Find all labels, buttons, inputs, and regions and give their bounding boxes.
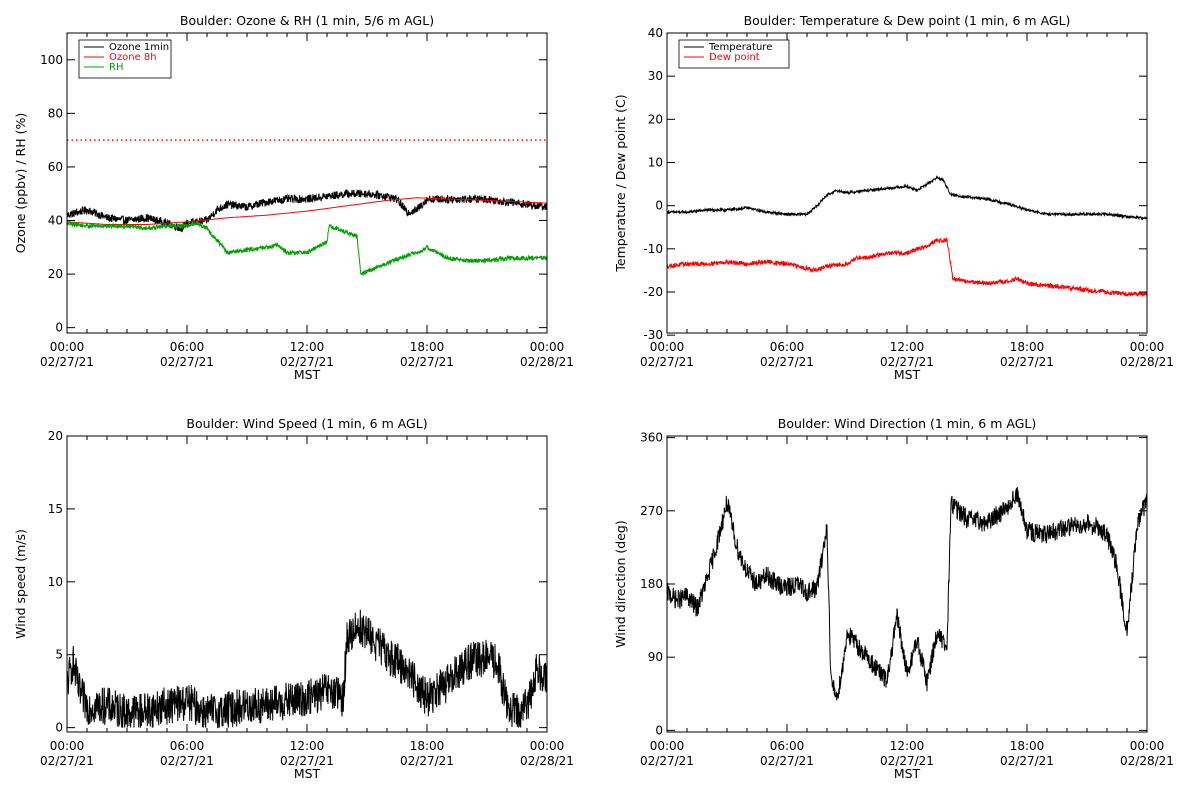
x-tick-label-date: 02/28/21 [520,754,574,768]
x-tick-label-time: 00:00 [530,739,565,753]
legend-entry: RH [109,62,123,73]
x-tick-label-time: 00:00 [1130,340,1165,354]
y-tick-label: 30 [648,69,663,83]
y-tick-label: 270 [640,504,663,518]
x-tick-label-date: 02/27/21 [280,355,334,369]
x-axis-label: MST [894,766,921,781]
x-tick-label-date: 02/27/21 [160,754,214,768]
y-tick-label: 20 [48,267,63,281]
y-tick-label: 15 [48,502,63,516]
wind-direction-chart: Boulder: Wind Direction (1 min, 6 m AGL)… [613,416,1174,781]
x-tick-label-time: 18:00 [410,739,445,753]
x-tick-label-date: 02/27/21 [640,754,694,768]
series-line-1 [667,486,1147,701]
plot-frame [666,435,1148,733]
chart-title: Boulder: Wind Direction (1 min, 6 m AGL) [778,416,1036,431]
y-tick-label: 100 [40,53,63,67]
chart-title: Boulder: Ozone & RH (1 min, 5/6 m AGL) [180,13,434,28]
x-tick-label-time: 00:00 [50,739,85,753]
x-tick-label-time: 06:00 [170,739,205,753]
chart-title: Boulder: Wind Speed (1 min, 6 m AGL) [186,416,427,431]
ozone-rh-chart: Boulder: Ozone & RH (1 min, 5/6 m AGL)02… [13,13,574,382]
series-line-1 [67,609,547,729]
x-axis-label: MST [294,766,321,781]
plot-frame [66,435,548,733]
x-tick-label-time: 12:00 [290,739,325,753]
y-tick-label: 90 [648,650,663,664]
x-tick-label-time: 06:00 [770,739,805,753]
x-tick-label-date: 02/28/21 [1120,754,1174,768]
x-tick-label-time: 18:00 [1010,739,1045,753]
legend-entry: Temperature [708,42,772,53]
x-tick-label-date: 02/27/21 [160,355,214,369]
x-tick-label-date: 02/27/21 [760,754,814,768]
x-tick-label-time: 12:00 [890,739,925,753]
y-tick-label: -20 [643,285,663,299]
x-tick-label-time: 06:00 [170,340,205,354]
series-line-1 [67,188,547,233]
x-tick-label-date: 02/27/21 [880,754,934,768]
y-tick-label: 20 [48,429,63,443]
x-axis-label: MST [294,367,321,382]
legend-box [78,39,172,79]
x-tick-label-date: 02/27/21 [1000,355,1054,369]
series-line-1 [667,175,1147,221]
x-tick-label-time: 00:00 [530,340,565,354]
x-tick-label-time: 00:00 [650,340,685,354]
x-tick-label-time: 06:00 [770,340,805,354]
y-tick-label: 180 [640,577,663,591]
y-tick-label: 360 [640,431,663,445]
y-tick-label: 10 [48,575,63,589]
x-tick-label-date: 02/27/21 [40,754,94,768]
x-tick-label-time: 00:00 [50,340,85,354]
y-axis-label: Wind speed (m/s) [13,529,28,639]
legend-entry: Ozone 1min [109,42,169,53]
x-tick-label-time: 12:00 [290,340,325,354]
chart-title: Boulder: Temperature & Dew point (1 min,… [744,13,1071,28]
y-tick-label: 20 [648,112,663,126]
x-tick-label-date: 02/28/21 [1120,355,1174,369]
x-tick-label-time: 18:00 [1010,340,1045,354]
x-tick-label-time: 00:00 [1130,739,1165,753]
x-tick-label-date: 02/27/21 [280,754,334,768]
y-tick-label: 0 [55,321,63,335]
y-tick-label: 60 [48,160,63,174]
y-tick-label: 80 [48,106,63,120]
x-tick-label-time: 18:00 [410,340,445,354]
y-tick-label: 5 [55,648,63,662]
y-axis-label: Temperature / Dew point (C) [613,94,628,272]
series-line-2 [667,237,1147,298]
x-tick-label-date: 02/28/21 [520,355,574,369]
y-tick-label: 40 [48,214,63,228]
y-tick-label: 0 [655,199,663,213]
y-tick-label: 0 [55,721,63,735]
y-tick-label: -10 [643,242,663,256]
x-tick-label-date: 02/27/21 [880,355,934,369]
x-tick-label-date: 02/27/21 [400,754,454,768]
x-tick-label-date: 02/27/21 [640,355,694,369]
wind-speed-chart: Boulder: Wind Speed (1 min, 6 m AGL) 0 5 10… [13,416,574,781]
x-tick-label-date: 02/27/21 [760,355,814,369]
y-tick-label: 40 [648,26,663,40]
y-tick-label: 10 [648,155,663,169]
legend-box [678,39,790,69]
x-tick-label-time: 12:00 [890,340,925,354]
x-tick-label-date: 02/27/21 [400,355,454,369]
y-tick-label: 0 [655,723,663,737]
series-line-3 [67,220,547,277]
x-tick-label-date: 02/27/21 [40,355,94,369]
y-tick-label: -30 [643,328,663,342]
legend-entry: Ozone 8h [109,52,157,63]
series-line-2 [67,197,547,225]
y-axis-label: Ozone (ppbv) / RH (%) [13,113,28,253]
temp-dew-chart: Boulder: Temperature & Dew point (1 min,… [613,13,1174,382]
legend-entry: Dew point [709,52,760,63]
x-tick-label-time: 00:00 [650,739,685,753]
x-tick-label-date: 02/27/21 [1000,754,1054,768]
y-axis-label: Wind direction (deg) [613,520,628,647]
x-axis-label: MST [894,367,921,382]
